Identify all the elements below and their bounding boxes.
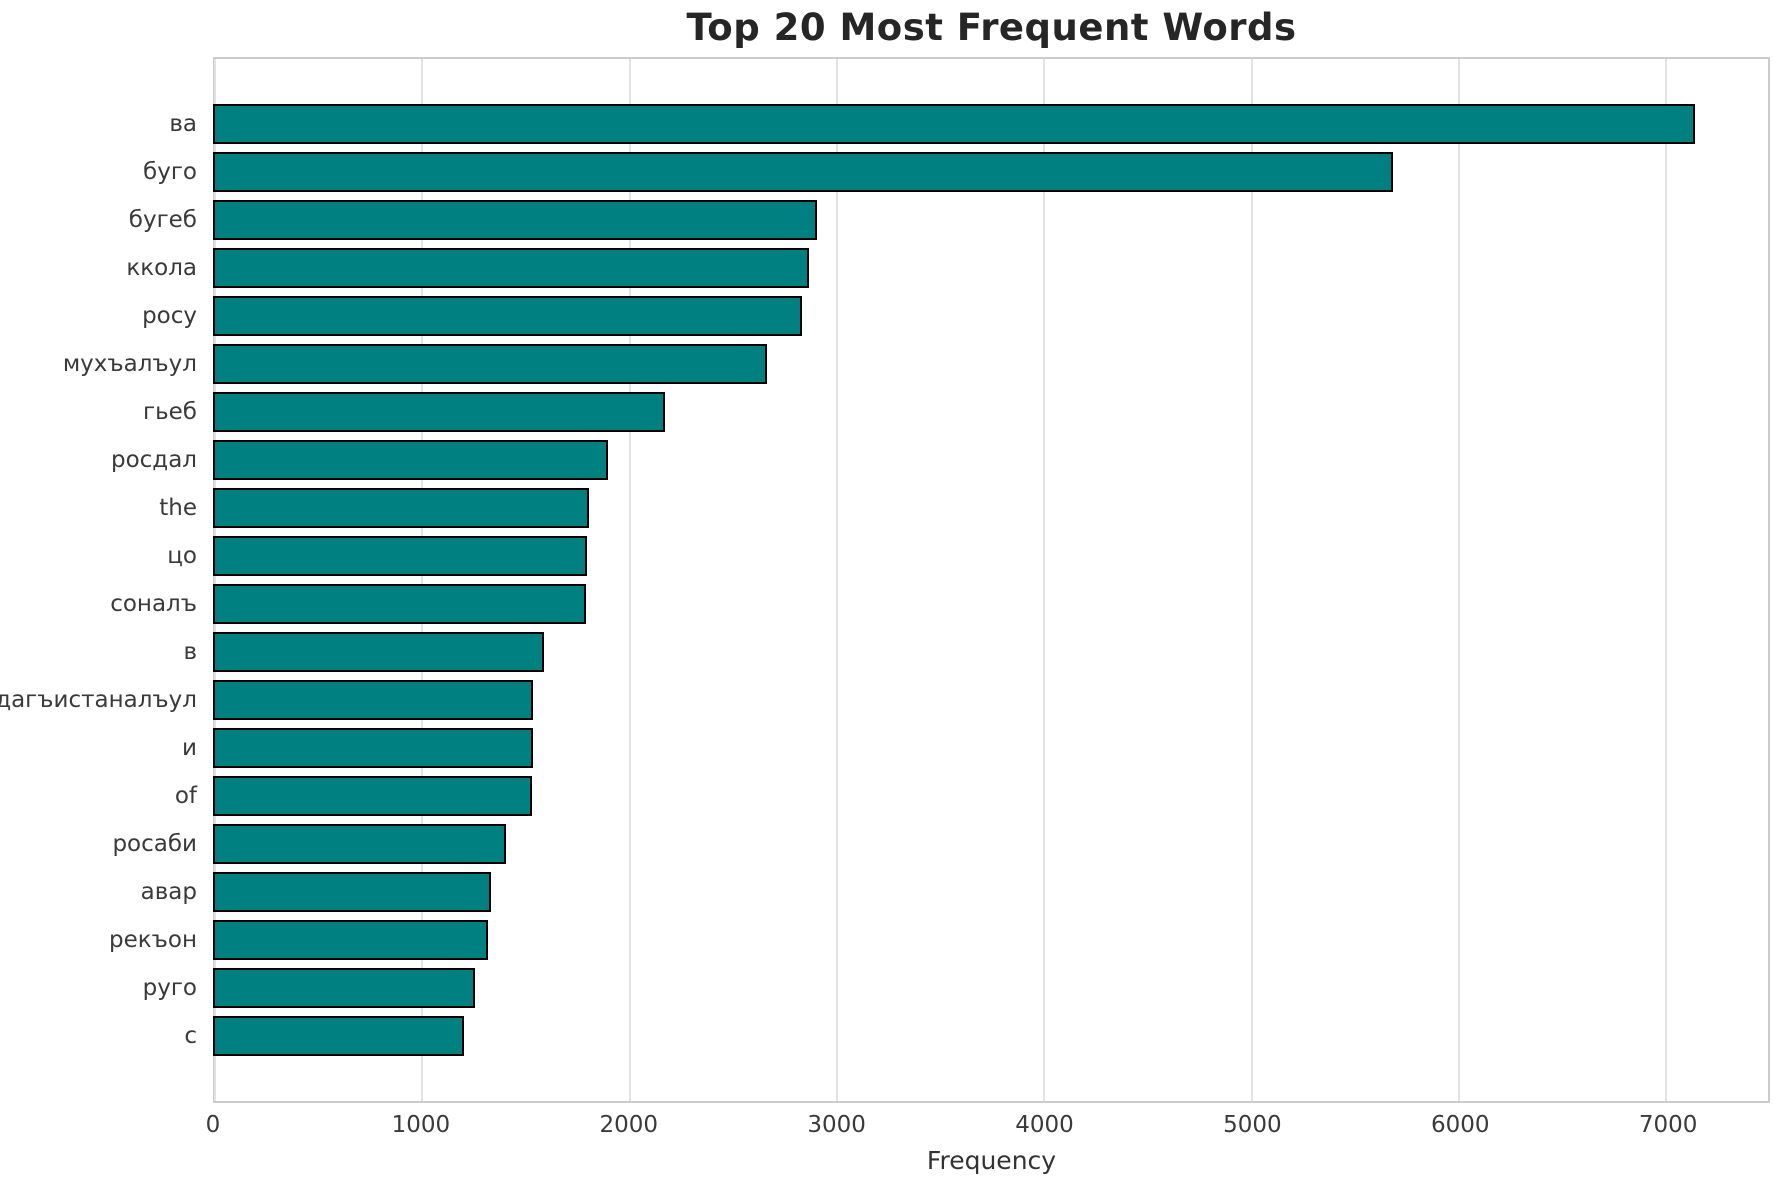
y-tick-label: росдал [110,447,197,473]
x-tick-label: 2000 [599,1112,659,1138]
y-tick-label: бугеб [128,207,197,233]
y-tick-label: цо [167,543,197,569]
gridline-0 [214,59,216,1101]
bar-row: руго [143,964,1770,1012]
y-tick-label: ва [169,111,197,137]
bar [213,728,533,768]
y-tick-label: мухъалъул [62,351,197,377]
x-tick-label: 1000 [391,1112,451,1138]
bar [213,344,767,384]
bar-row: дагъистаналъул [0,676,1770,724]
bar [213,440,608,480]
bar [213,584,587,624]
y-tick-label: руго [142,975,197,1001]
bar-row: ккола [126,244,1770,292]
chart-title: Top 20 Most Frequent Words [686,6,1297,49]
bar-row: росаби [112,820,1770,868]
x-axis-label: Frequency [926,1146,1057,1175]
gridline-6000 [1458,59,1461,1101]
gridline-1000 [421,59,424,1101]
bar [213,152,1393,192]
bar [213,920,488,960]
bar-row: цо [167,532,1770,580]
bar [213,824,507,864]
y-tick-label: буго [143,159,197,185]
y-tick-label: росу [142,303,197,329]
bar-row: гьеб [143,388,1770,436]
bar [213,296,803,336]
bar-row: the [159,484,1770,532]
bar-row: соналъ [110,580,1770,628]
x-axis-ticks: 0 1000 2000 3000 4000 5000 6000 7000 [206,1112,1770,1144]
gridline-2000 [628,59,631,1101]
bar [213,392,666,432]
bar-row: с [184,1012,1770,1060]
bar [213,632,544,672]
bar [213,872,491,912]
x-tick-label: 7000 [1638,1112,1698,1138]
x-tick-label: 6000 [1430,1112,1490,1138]
bar [213,536,588,576]
bar [213,104,1696,144]
bar-row: мухъалъул [63,340,1770,388]
bar-row: росдал [111,436,1770,484]
bar-row: ва [169,100,1770,148]
bar [213,200,817,240]
y-tick-label: и [182,735,197,761]
gridline-4000 [1043,59,1046,1101]
bar [213,1016,465,1056]
bar [213,968,476,1008]
y-tick-label: росаби [112,831,197,857]
bar [213,776,532,816]
y-tick-label: гьеб [143,399,197,425]
y-tick-label: в [183,639,197,665]
y-tick-label: of [174,783,197,809]
bar-row: в [183,628,1770,676]
bar-row: рекъон [109,916,1770,964]
x-tick-label: 3000 [807,1112,866,1138]
y-tick-label: the [159,495,197,521]
bar-row: of [175,772,1770,820]
bar-row: росу [142,292,1770,340]
gridline-7000 [1665,59,1668,1101]
y-tick-label: соналъ [110,591,197,617]
y-tick-label: дагъистаналъул [0,687,197,713]
y-tick-label: ккола [126,255,197,281]
y-tick-label: с [184,1023,197,1049]
bar [213,488,590,528]
bar-row: и [182,724,1770,772]
bar-row: буго [143,148,1770,196]
x-tick-label: 4000 [1015,1112,1074,1138]
bar [213,248,809,288]
x-tick-label: 0 [205,1112,221,1138]
y-tick-label: рекъон [108,927,197,953]
bar [213,680,534,720]
y-tick-label: авар [140,879,197,905]
bar-rows: ва буго бугеб ккола росу мухъалъул гьеб росдал t… [0,57,1770,1103]
bar-row: бугеб [129,196,1770,244]
bar-row: авар [141,868,1770,916]
gridline-5000 [1250,59,1253,1101]
x-tick-label: 5000 [1223,1112,1282,1138]
gridline-3000 [836,59,839,1101]
